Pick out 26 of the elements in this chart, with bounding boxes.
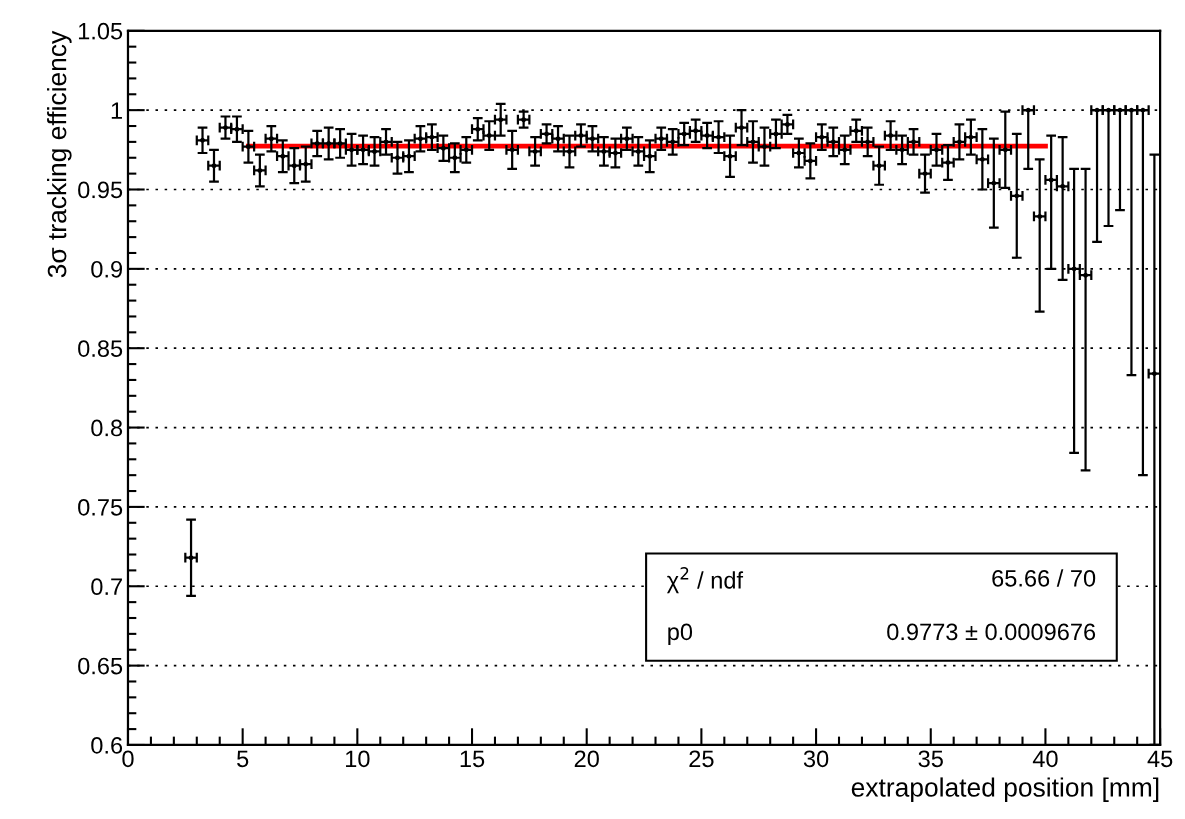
x-tick-label: 0 — [122, 750, 134, 768]
y-tick-label: 1 — [111, 102, 122, 119]
y-tick-label: 0.6 — [91, 737, 123, 754]
x-tick-label: 5 — [237, 750, 249, 768]
annotation: χ$^{2}$ / ndf — [667, 567, 744, 594]
y-tick-label: 0.8 — [91, 419, 123, 437]
y-tick-label: 0.75 — [78, 498, 123, 516]
y-axis-title: 3σ tracking efficiency — [47, 30, 72, 278]
x-tick-label: 30 — [803, 750, 829, 768]
y-tick-label: 0.95 — [78, 181, 123, 199]
y-tick-label: 0.85 — [78, 340, 123, 357]
annotation: p0 — [668, 623, 693, 645]
x-tick-label: 25 — [689, 750, 714, 768]
x-tick-label: 20 — [574, 750, 599, 768]
y-tick-label: 0.7 — [91, 578, 122, 596]
x-tick-label: 15 — [460, 750, 485, 768]
x-tick-label: 35 — [918, 750, 943, 768]
x-axis-title: extrapolated position [mm] — [851, 777, 1159, 802]
x-tick-label: 40 — [1032, 750, 1058, 768]
x-tick-label: 10 — [346, 750, 370, 768]
y-tick-label: 0.65 — [78, 657, 123, 675]
x-tick-label: 45 — [1147, 750, 1173, 768]
y-tick-label: 0.9 — [91, 260, 122, 278]
annotation: 0.9773 ± 0.0009676 — [887, 623, 1096, 641]
y-tick-label: 1.05 — [78, 22, 123, 40]
annotation: 65.66 / 70 — [992, 569, 1096, 587]
